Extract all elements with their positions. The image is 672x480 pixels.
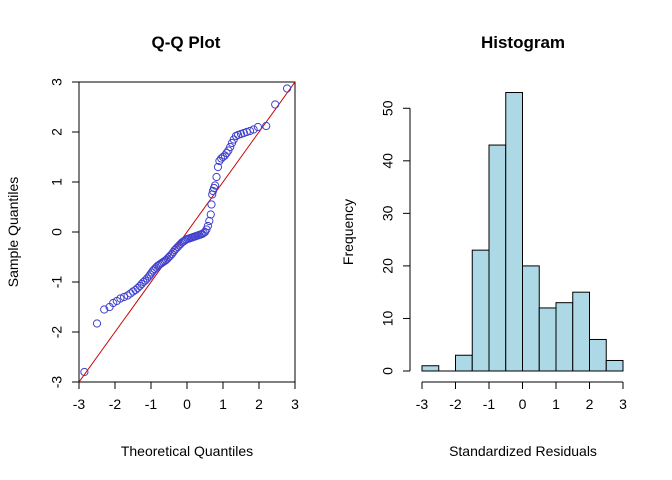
qq-x-tick-label: 0 bbox=[183, 396, 191, 412]
qq-point bbox=[222, 148, 231, 158]
qq-y-tick-label: -2 bbox=[49, 326, 65, 339]
histogram-x-axis: -3 -2 -1 0 1 2 3 bbox=[416, 381, 627, 412]
qq-x-axis: -3 -2 -1 0 1 2 3 bbox=[73, 382, 299, 412]
qq-point bbox=[162, 255, 171, 265]
qq-points bbox=[80, 84, 292, 377]
qq-x-tick-label: -2 bbox=[109, 396, 122, 412]
histogram-x-tick-label: -3 bbox=[416, 396, 429, 412]
qq-point bbox=[80, 367, 89, 377]
qq-point bbox=[206, 210, 215, 219]
histogram-y-tick-label: 10 bbox=[380, 310, 396, 326]
qq-point bbox=[207, 200, 216, 209]
histogram-y-tick-label: 20 bbox=[380, 258, 396, 274]
qq-point bbox=[133, 283, 142, 293]
histogram-bar bbox=[455, 354, 473, 372]
qq-point bbox=[245, 126, 255, 136]
qq-point bbox=[149, 266, 158, 275]
histogram-y-tick-label: 50 bbox=[380, 100, 396, 116]
qq-y-tick-label: 2 bbox=[49, 128, 65, 136]
histogram-x-tick-label: 2 bbox=[586, 396, 594, 412]
histogram-y-axis: 0 10 20 30 40 50 bbox=[380, 100, 411, 375]
qq-x-tick-label: -1 bbox=[145, 396, 158, 412]
qq-point bbox=[163, 254, 172, 263]
histogram-x-tick-label: 3 bbox=[619, 396, 627, 412]
histogram-x-tick-label: -1 bbox=[483, 396, 496, 412]
qq-y-axis: -3 -2 -1 0 1 2 3 bbox=[49, 78, 79, 388]
qq-point bbox=[172, 244, 181, 253]
histogram-bar bbox=[421, 365, 440, 372]
qq-point bbox=[100, 305, 109, 314]
qq-point bbox=[271, 100, 280, 109]
qq-point bbox=[262, 121, 271, 131]
histogram-bar bbox=[505, 92, 523, 372]
qq-y-tick-label: -3 bbox=[49, 376, 65, 389]
qq-point bbox=[131, 285, 140, 295]
histogram-panel: Histogram -3 -2 -1 0 1 2 3 0 10 20 30 40 50 Standar… bbox=[340, 33, 627, 459]
qq-x-tick-label: -3 bbox=[73, 396, 86, 412]
qq-point bbox=[205, 216, 214, 226]
histogram-y-tick-label: 40 bbox=[380, 153, 396, 169]
histogram-bar bbox=[605, 359, 624, 372]
qq-point bbox=[213, 162, 223, 172]
qq-point bbox=[170, 245, 179, 255]
histogram-xlabel: Standardized Residuals bbox=[449, 443, 597, 459]
qq-x-tick-label: 3 bbox=[291, 396, 299, 412]
qq-point bbox=[173, 242, 182, 252]
histogram-bar bbox=[488, 144, 507, 372]
histogram-bar bbox=[471, 249, 490, 372]
qq-point bbox=[249, 125, 258, 134]
histogram-ylabel: Frequency bbox=[340, 199, 356, 265]
histogram-x-tick-label: -2 bbox=[449, 396, 462, 412]
qq-ylabel: Sample Quantiles bbox=[5, 177, 21, 288]
qq-y-tick-label: -1 bbox=[49, 276, 65, 289]
qq-title: Q-Q Plot bbox=[152, 33, 221, 52]
histogram-y-tick-label: 0 bbox=[380, 367, 396, 375]
qq-panel: Q-Q Plot -3 -2 -1 0 1 2 3 -3 -2 -1 0 1 2 3 Theoretic… bbox=[5, 33, 299, 459]
qq-point bbox=[119, 292, 129, 302]
qq-point bbox=[212, 172, 221, 182]
histogram-bar bbox=[572, 291, 590, 372]
histogram-bar bbox=[589, 338, 607, 372]
histogram-x-tick-label: 1 bbox=[552, 396, 560, 412]
qq-point bbox=[116, 294, 125, 303]
qq-point bbox=[253, 122, 263, 132]
histogram-bar bbox=[538, 307, 557, 372]
qq-y-tick-label: 1 bbox=[49, 178, 65, 186]
qq-point bbox=[226, 142, 235, 152]
qq-point bbox=[164, 252, 174, 262]
qq-point bbox=[282, 84, 292, 93]
qq-xlabel: Theoretical Quantiles bbox=[121, 443, 253, 459]
histogram-bars bbox=[421, 92, 624, 372]
qq-point bbox=[92, 319, 102, 328]
histogram-bar bbox=[522, 265, 540, 372]
histogram-x-tick-label: 0 bbox=[519, 396, 527, 412]
histogram-title: Histogram bbox=[481, 33, 565, 52]
qq-y-tick-label: 0 bbox=[49, 228, 65, 236]
qq-point bbox=[203, 221, 212, 231]
qq-point bbox=[210, 181, 220, 190]
histogram-y-tick-label: 30 bbox=[380, 205, 396, 221]
qq-point bbox=[202, 225, 211, 234]
qq-reference-line bbox=[78, 81, 296, 383]
histogram-bar bbox=[555, 302, 574, 372]
qq-x-tick-label: 2 bbox=[255, 396, 263, 412]
qq-y-tick-label: 3 bbox=[49, 78, 65, 86]
qq-x-tick-label: 1 bbox=[219, 396, 227, 412]
